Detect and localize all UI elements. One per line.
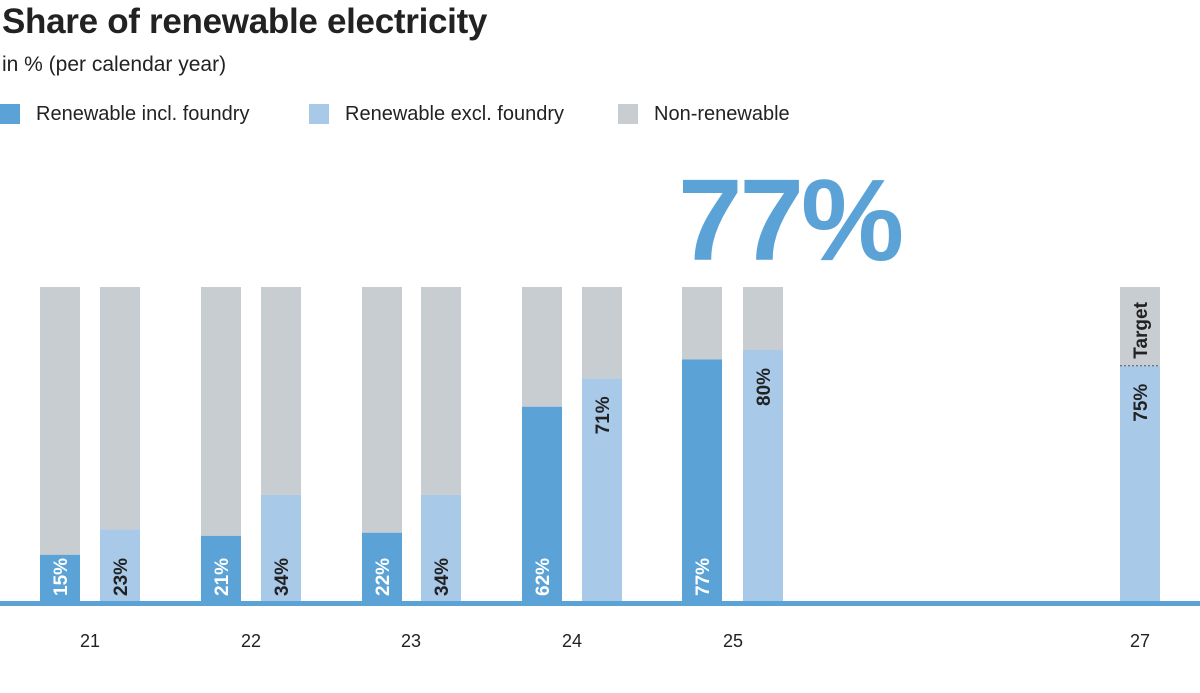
non-renewable-bar-incl-25 xyxy=(682,287,722,360)
data-label-excl-21: 23% xyxy=(111,558,132,596)
renewable-incl-bar-21 xyxy=(40,554,80,602)
data-label-excl-24: 71% xyxy=(593,396,614,434)
data-label-incl-25: 77% xyxy=(693,558,714,596)
non-renewable-bar-excl-23 xyxy=(421,287,461,495)
x-tick-label-22: 22 xyxy=(241,631,261,651)
renewable-excl-bar-27 xyxy=(1120,365,1160,602)
data-label-incl-23: 22% xyxy=(373,558,394,596)
renewable-incl-bar-23 xyxy=(362,532,402,602)
non-renewable-bar-incl-21 xyxy=(40,287,80,555)
chart-subtitle: in % (per calendar year) xyxy=(2,53,227,76)
non-renewable-bar-incl-23 xyxy=(362,287,402,533)
renewable-share-chart: 15% 23% 21 21% 34% 22 22% 34% 23 62% 71% 24 77% 80% 25… xyxy=(0,155,1200,651)
data-label-excl-25: 80% xyxy=(754,368,775,406)
data-label-excl-23: 34% xyxy=(432,558,453,596)
renewable-excl-bar-24 xyxy=(582,378,622,602)
target-label: Target xyxy=(1131,301,1152,358)
data-label-incl-24: 62% xyxy=(533,558,554,596)
renewable-incl-bar-24 xyxy=(522,406,562,602)
renewable-excl-bar-23 xyxy=(421,494,461,602)
data-label-incl-21: 15% xyxy=(51,558,72,596)
non-renewable-bar-incl-24 xyxy=(522,287,562,407)
legend-label-renewable-incl: Renewable incl. foundry xyxy=(36,103,250,125)
legend-swatch-renewable-incl xyxy=(0,104,20,124)
non-renewable-bar-excl-21 xyxy=(100,287,140,530)
legend-label-non-renewable: Non-renewable xyxy=(654,103,790,125)
non-renewable-bar-excl-25 xyxy=(743,287,783,350)
chart-title: Share of renewable electricity xyxy=(2,2,488,41)
chart-baseline xyxy=(0,601,1200,606)
data-label-excl-27: 75% xyxy=(1131,384,1152,422)
x-tick-label-23: 23 xyxy=(401,631,421,651)
legend-swatch-non-renewable xyxy=(618,104,638,124)
x-tick-label-27: 27 xyxy=(1130,631,1150,651)
non-renewable-bar-excl-24 xyxy=(582,287,622,379)
renewable-excl-bar-25 xyxy=(743,350,783,602)
legend-swatch-renewable-excl xyxy=(309,104,329,124)
renewable-incl-bar-25 xyxy=(682,359,722,602)
renewable-excl-bar-21 xyxy=(100,529,140,602)
data-label-excl-22: 34% xyxy=(272,558,293,596)
renewable-incl-bar-22 xyxy=(201,535,241,602)
data-label-incl-22: 21% xyxy=(212,558,233,596)
x-tick-label-24: 24 xyxy=(562,631,582,651)
x-tick-label-25: 25 xyxy=(723,631,743,651)
non-renewable-bar-excl-22 xyxy=(261,287,301,495)
x-tick-label-21: 21 xyxy=(80,631,100,651)
non-renewable-bar-incl-22 xyxy=(201,287,241,536)
renewable-excl-bar-22 xyxy=(261,494,301,602)
legend-label-renewable-excl: Renewable excl. foundry xyxy=(345,103,565,125)
non-renewable-bar-excl-27 xyxy=(1120,287,1160,366)
highlight-value: 77% xyxy=(678,155,902,285)
